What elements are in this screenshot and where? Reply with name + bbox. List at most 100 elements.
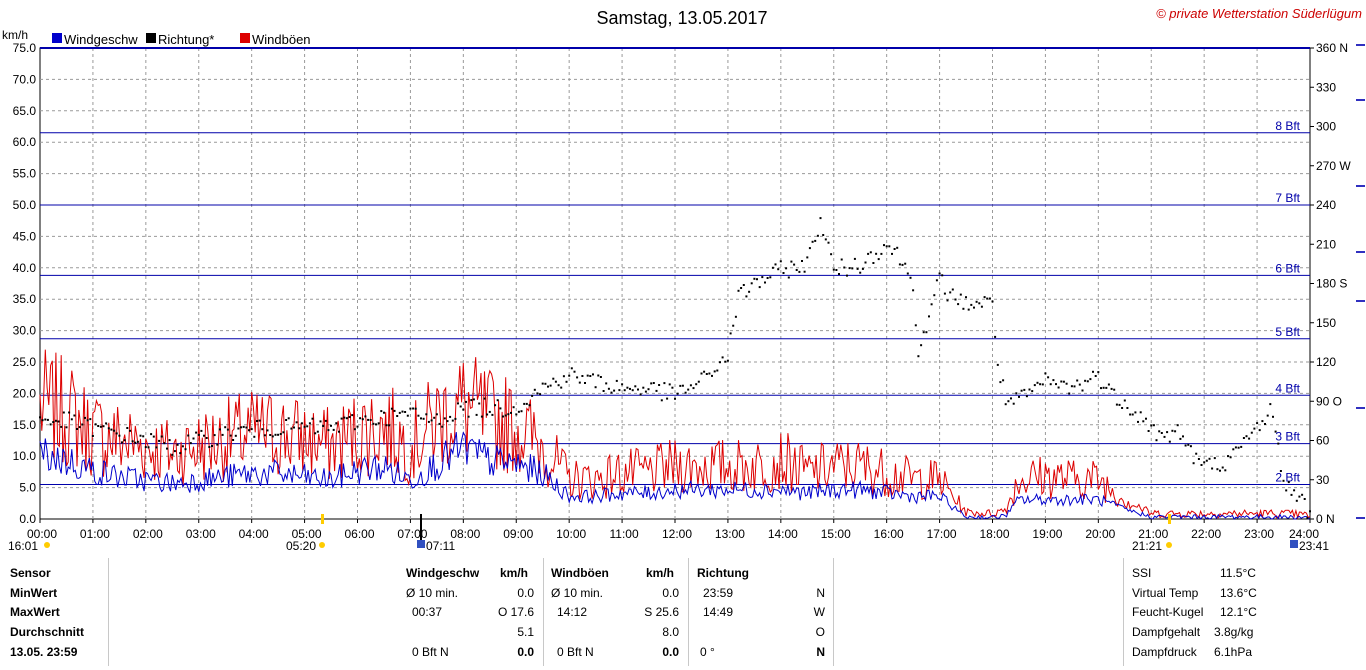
direction-point [306,425,309,428]
direction-point [764,281,766,284]
direction-point [692,387,695,390]
chart-title: Samstag, 13.05.2017 [596,8,767,28]
direction-point [994,335,997,338]
direction-point [1200,464,1203,466]
direction-point [136,440,139,443]
direction-point [308,422,311,425]
extra-label-dampfdruck: Dampfdruck [1132,645,1197,659]
direction-point [1031,390,1034,393]
direction-point [951,288,954,291]
direction-point [1293,489,1296,492]
direction-point [478,402,481,405]
direction-point [435,413,438,416]
direction-point [1269,403,1272,406]
direction-point [1309,510,1311,513]
legend-swatch-windboeen [240,33,250,43]
direction-point [65,426,68,429]
direction-point [824,238,827,241]
direction-point [1168,440,1171,443]
direction-point [769,276,772,279]
beaufort-label: 8 Bft [1275,119,1300,133]
y-tick-label: 15.0 [13,418,37,432]
y-tick-label: 70.0 [13,72,37,86]
direction-point [1113,388,1116,391]
direction-point [547,385,549,388]
direction-point [187,434,190,437]
direction-point [840,258,843,261]
direction-point [1306,516,1309,519]
direction-point [78,426,81,429]
direction-point [242,425,245,428]
richtung-max-dir: W [813,605,825,619]
direction-point [1277,442,1280,445]
direction-point [470,399,473,402]
direction-point [1068,392,1071,395]
direction-point [777,268,780,271]
direction-point [496,399,499,402]
direction-point [338,430,340,433]
richtung-current-dir: N [816,645,825,659]
y-tick-label: 0.0 [19,512,36,526]
direction-point [1081,389,1084,392]
direction-point [872,262,875,264]
sunrise-marker [321,514,324,524]
direction-point [798,270,801,273]
y-tick-label: 25.0 [13,355,37,369]
direction-point [853,257,856,260]
direction-point [721,356,724,359]
direction-point [816,234,819,237]
direction-point [295,421,298,424]
direction-point [988,297,991,300]
direction-point [279,433,282,435]
direction-point [1261,420,1264,423]
direction-point [1274,430,1277,433]
direction-point [1234,446,1237,449]
extra-value-feucht-kugel: 12.1°C [1220,605,1257,619]
x-tick-label: 23:00 [1244,527,1274,541]
direction-point [298,427,301,430]
direction-point [1123,399,1126,402]
direction-point [663,382,666,385]
direction-point [383,411,385,414]
direction-point [750,282,753,285]
direction-point [996,363,999,366]
direction-point [218,428,221,431]
direction-point [237,427,240,430]
direction-point [176,443,179,446]
direction-point [914,324,917,327]
direction-point [726,359,729,362]
direction-point [454,417,457,420]
direction-point [954,298,957,301]
direction-point [1166,431,1169,434]
beaufort-label: 2 Bft [1275,470,1300,484]
direction-point [359,417,362,420]
direction-point [827,241,830,244]
direction-point [973,306,975,309]
direction-point [1110,387,1113,390]
direction-point [39,416,41,419]
y-tick-label: 40.0 [13,261,37,275]
direction-point [626,386,629,389]
y-tick-label: 35.0 [13,292,37,306]
direction-point [700,372,703,375]
direction-point [1121,407,1124,409]
direction-point [822,234,825,236]
direction-point [380,410,383,413]
direction-point [896,246,899,249]
direction-point [41,419,44,422]
direction-point [1065,382,1068,385]
direction-point [533,388,536,391]
x-tick-label: 03:00 [186,527,216,541]
direction-point [91,435,94,437]
direction-point [1158,430,1161,433]
direction-point [806,256,809,259]
direction-point [602,390,605,392]
direction-point [893,248,896,250]
direction-point [758,286,761,289]
direction-point [425,413,428,416]
direction-point [930,303,933,306]
row-label-current: 13.05. 23:59 [10,645,78,659]
y-tick-label: 10.0 [13,449,37,463]
direction-point [200,429,203,432]
direction-point [644,390,647,393]
